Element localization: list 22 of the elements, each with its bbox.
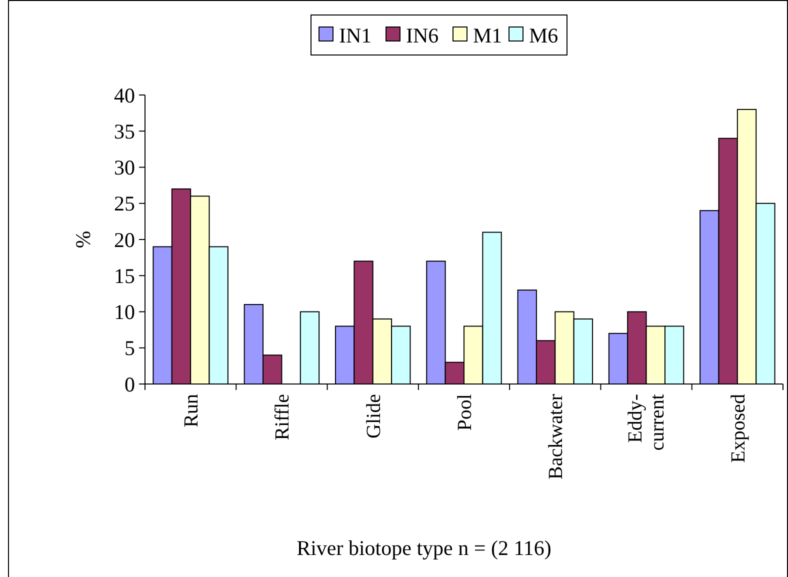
x-tick-label: Backwater bbox=[545, 394, 568, 480]
y-tick-label: 5 bbox=[124, 336, 135, 360]
y-tick-label: 0 bbox=[124, 372, 135, 396]
x-axis-title: River biotope type n = (2 116) bbox=[296, 536, 552, 560]
legend-label: M6 bbox=[529, 23, 558, 48]
x-tick-label: Glide bbox=[362, 394, 385, 438]
y-tick-label: 30 bbox=[114, 156, 135, 180]
x-tick-label: Exposed bbox=[727, 394, 750, 463]
x-tick-label: Riffle bbox=[272, 394, 294, 440]
y-tick-label: 10 bbox=[114, 300, 135, 324]
y-tick-label: 15 bbox=[114, 264, 135, 288]
y-tick-label: 20 bbox=[114, 228, 135, 252]
legend-label: IN6 bbox=[406, 23, 439, 48]
x-tick-label: Eddy-current bbox=[624, 394, 668, 451]
y-axis-title: % bbox=[71, 230, 95, 248]
y-tick-label: 35 bbox=[114, 119, 135, 144]
y-tick-label: 40 bbox=[114, 83, 135, 108]
x-tick-label: Run bbox=[180, 394, 203, 428]
legend-label: IN1 bbox=[339, 23, 372, 48]
y-tick-label: 25 bbox=[114, 192, 135, 216]
legend-label: M1 bbox=[473, 23, 502, 48]
x-tick-label: Pool bbox=[454, 394, 476, 431]
